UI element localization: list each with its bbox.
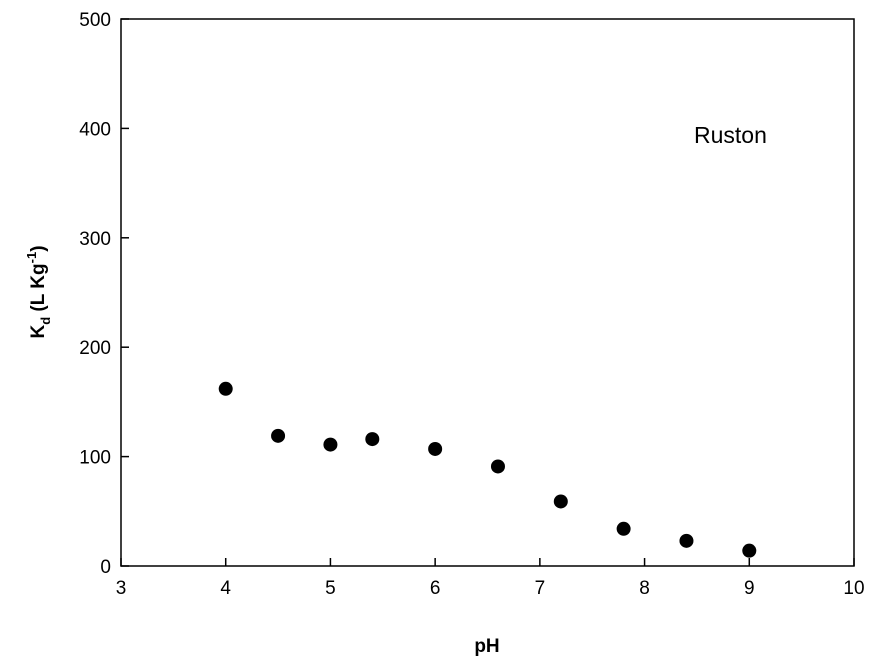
data-point	[218, 381, 233, 396]
x-tick-label: 7	[535, 578, 546, 599]
x-tick-label: 4	[220, 578, 231, 599]
y-tick-label: 0	[100, 557, 111, 578]
y-axis-title-superscript: -1	[24, 252, 39, 264]
chart-annotation: Ruston	[694, 122, 767, 148]
data-series	[218, 381, 757, 558]
x-tick-label: 6	[430, 578, 441, 599]
data-point	[428, 441, 443, 456]
x-tick-label: 5	[325, 578, 336, 599]
x-axis: 3 4 5 6 7 8 9 10	[116, 558, 865, 599]
data-point	[742, 543, 757, 558]
data-point	[271, 428, 286, 443]
data-point	[490, 459, 505, 474]
plot-frame	[120, 18, 855, 567]
y-axis: 0 100 200 300 400 500	[79, 10, 129, 578]
y-tick-label: 500	[79, 10, 111, 31]
x-axis-title: pH	[474, 636, 499, 657]
data-point	[616, 521, 631, 536]
y-tick-label: 100	[79, 448, 111, 469]
x-tick-label: 3	[116, 578, 127, 599]
y-axis-title-units-end: )	[28, 245, 49, 251]
data-point	[323, 437, 338, 452]
y-tick-label: 200	[79, 338, 111, 359]
y-tick-label: 300	[79, 229, 111, 250]
data-point	[553, 494, 568, 509]
x-tick-label: 9	[744, 578, 755, 599]
y-axis-title: Kd (L Kg-1)	[24, 245, 53, 338]
data-point	[679, 533, 694, 548]
data-point	[365, 432, 380, 447]
y-tick-label: 400	[79, 119, 111, 140]
y-axis-title-main: K	[28, 325, 49, 339]
y-axis-title-units: (L Kg	[28, 263, 49, 316]
x-tick-label: 8	[639, 578, 650, 599]
y-axis-title-subscript: d	[38, 317, 53, 325]
x-tick-label: 10	[843, 578, 864, 599]
